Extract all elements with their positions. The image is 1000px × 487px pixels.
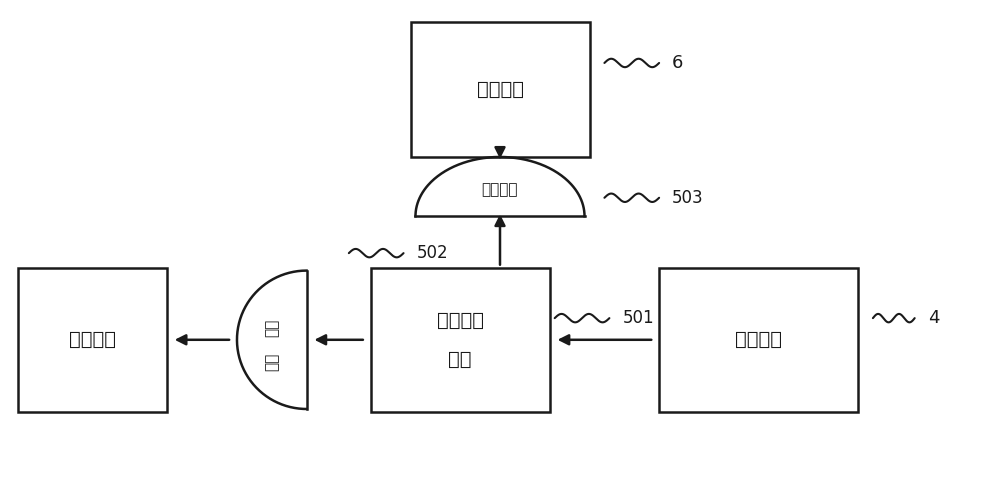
Text: 成像模块: 成像模块 bbox=[477, 80, 524, 99]
Text: 透镜: 透镜 bbox=[264, 352, 279, 371]
Text: 第一: 第一 bbox=[264, 318, 279, 337]
Text: 第二分束: 第二分束 bbox=[437, 311, 484, 330]
Text: 6: 6 bbox=[672, 54, 683, 72]
Text: 模块: 模块 bbox=[448, 350, 472, 369]
Text: 4: 4 bbox=[928, 309, 939, 327]
Bar bbox=[659, 267, 858, 412]
Bar bbox=[411, 22, 590, 157]
Text: 合束模块: 合束模块 bbox=[735, 330, 782, 349]
Text: 503: 503 bbox=[672, 189, 704, 207]
Text: 待测样品: 待测样品 bbox=[69, 330, 116, 349]
Text: 501: 501 bbox=[622, 309, 654, 327]
Bar bbox=[371, 267, 550, 412]
Text: 第二透镜: 第二透镜 bbox=[482, 182, 518, 197]
Bar bbox=[18, 267, 167, 412]
Text: 502: 502 bbox=[416, 244, 448, 262]
